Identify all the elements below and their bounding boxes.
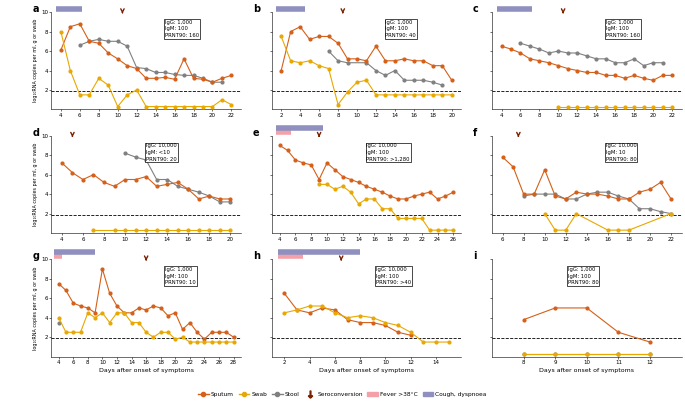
Y-axis label: log₁₀RNA copies per ml, g or swab: log₁₀RNA copies per ml, g or swab <box>33 19 38 102</box>
Text: IgG: 1,000
IgM: 100
PRNT90: 160: IgG: 1,000 IgM: 100 PRNT90: 160 <box>606 20 640 38</box>
Text: c: c <box>473 4 479 14</box>
Text: g: g <box>32 251 40 262</box>
Text: a: a <box>32 4 39 14</box>
Text: i: i <box>473 251 477 262</box>
Text: e: e <box>253 128 260 138</box>
Text: IgG: 1,000
IgM: 100
PRNT90: 40: IgG: 1,000 IgM: 100 PRNT90: 40 <box>386 20 416 38</box>
Text: IgG: 10,000
IgM: <10
PRNT90: 20: IgG: 10,000 IgM: <10 PRNT90: 20 <box>146 143 177 162</box>
Text: IgG: 1,000
IgM: 100
PRNT90: 80: IgG: 1,000 IgM: 100 PRNT90: 80 <box>568 267 599 285</box>
X-axis label: Days after onset of symptoms: Days after onset of symptoms <box>99 368 194 373</box>
Text: f: f <box>473 128 477 138</box>
Y-axis label: log₁₀RNA copies per ml, g or swab: log₁₀RNA copies per ml, g or swab <box>33 143 38 226</box>
X-axis label: Days after onset of symptoms: Days after onset of symptoms <box>319 368 414 373</box>
Text: b: b <box>253 4 260 14</box>
Text: h: h <box>253 251 260 262</box>
Text: d: d <box>32 128 40 138</box>
Text: IgG: 1,000
IgM: 100
PRNT90: 10: IgG: 1,000 IgM: 100 PRNT90: 10 <box>165 267 196 285</box>
Y-axis label: log₁₀RNA copies per ml, g or swab: log₁₀RNA copies per ml, g or swab <box>33 266 38 350</box>
Text: IgG: 10,000
IgM: 100
PRNT90: >40: IgG: 10,000 IgM: 100 PRNT90: >40 <box>376 267 411 285</box>
Legend: Sputum, Swab, Stool, Seroconversion, Fever >38°C, Cough, dyspnoea: Sputum, Swab, Stool, Seroconversion, Fev… <box>196 389 489 399</box>
Text: IgG: 10,000
IgM: 10
PRNT90: 80: IgG: 10,000 IgM: 10 PRNT90: 80 <box>606 143 636 162</box>
Text: IgG: 1,000
IgM: 100
PRNT90: 160: IgG: 1,000 IgM: 100 PRNT90: 160 <box>165 20 199 38</box>
Text: IgG: 10,000
IgM: 100
PRNT90: >1,280: IgG: 10,000 IgM: 100 PRNT90: >1,280 <box>366 143 410 162</box>
X-axis label: Days after onset of symptoms: Days after onset of symptoms <box>539 368 634 373</box>
